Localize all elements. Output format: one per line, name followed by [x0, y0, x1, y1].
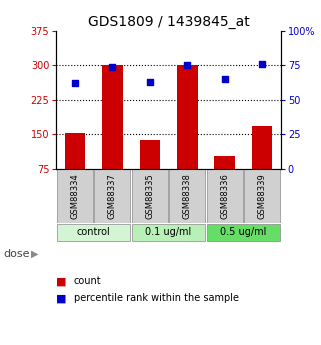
Point [260, 61, 265, 67]
Bar [94, 169, 130, 223]
Text: ■: ■ [56, 276, 67, 286]
Bar [207, 169, 243, 223]
Point [72, 81, 77, 86]
Text: 0.5 ug/ml: 0.5 ug/ml [220, 227, 267, 237]
Text: GSM88334: GSM88334 [70, 173, 79, 219]
Text: GSM88339: GSM88339 [258, 173, 267, 219]
Text: dose: dose [3, 249, 30, 258]
Text: 0.1 ug/ml: 0.1 ug/ml [145, 227, 192, 237]
Bar [132, 224, 205, 240]
Point [185, 63, 190, 68]
Bar [169, 169, 205, 223]
Text: GSM88336: GSM88336 [220, 173, 229, 219]
Bar [57, 224, 130, 240]
Bar [207, 224, 280, 240]
Bar [140, 140, 160, 169]
Title: GDS1809 / 1439845_at: GDS1809 / 1439845_at [88, 14, 249, 29]
Point [110, 64, 115, 70]
Bar [65, 133, 85, 169]
Point [147, 79, 152, 85]
Bar [57, 169, 93, 223]
Bar [102, 65, 123, 169]
Bar [177, 65, 197, 169]
Bar [252, 126, 273, 169]
Bar [132, 169, 168, 223]
Text: control: control [77, 227, 110, 237]
Text: count: count [74, 276, 101, 286]
Text: percentile rank within the sample: percentile rank within the sample [74, 294, 239, 303]
Point [222, 77, 227, 82]
Text: ▶: ▶ [30, 249, 38, 258]
Text: GSM88335: GSM88335 [145, 173, 154, 219]
Bar [214, 156, 235, 169]
Bar [244, 169, 280, 223]
Text: GSM88338: GSM88338 [183, 173, 192, 219]
Text: ■: ■ [56, 294, 67, 303]
Text: GSM88337: GSM88337 [108, 173, 117, 219]
